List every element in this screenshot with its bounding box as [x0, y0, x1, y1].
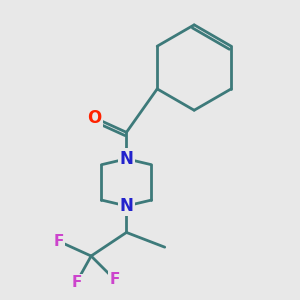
- Text: F: F: [53, 234, 64, 249]
- Text: F: F: [71, 275, 82, 290]
- Text: F: F: [110, 272, 120, 287]
- Text: O: O: [87, 109, 101, 127]
- Text: N: N: [119, 197, 134, 215]
- Text: N: N: [119, 150, 134, 168]
